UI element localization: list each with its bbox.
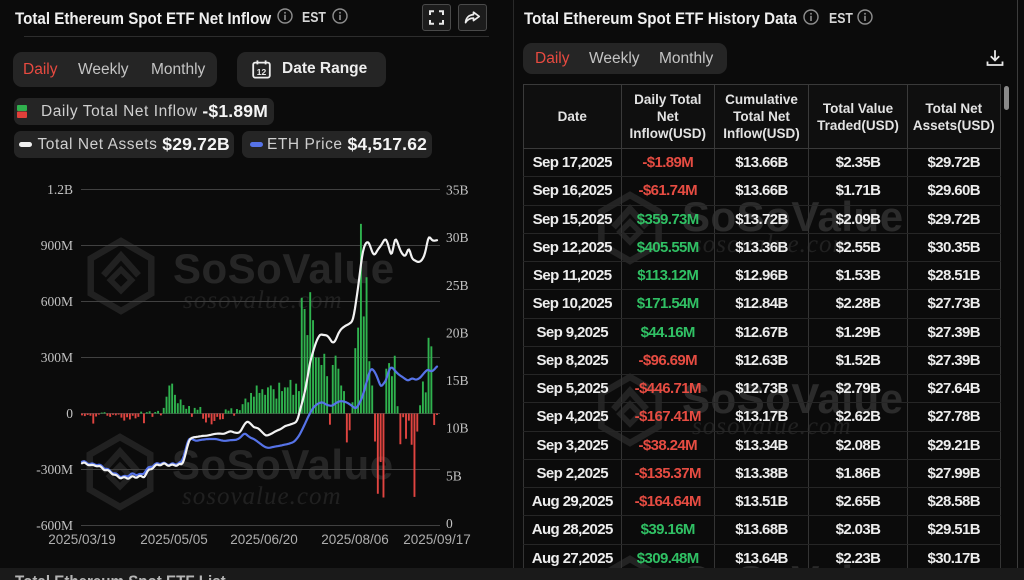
svg-text:sosovalue.com: sosovalue.com (182, 483, 342, 510)
svg-text:2025/06/20: 2025/06/20 (230, 532, 298, 547)
svg-text:35B: 35B (446, 183, 469, 198)
svg-text:-600M: -600M (36, 518, 73, 533)
svg-text:25B: 25B (446, 278, 469, 293)
svg-text:20B: 20B (446, 325, 469, 340)
svg-text:-300M: -300M (36, 462, 73, 477)
svg-text:5B: 5B (446, 468, 462, 483)
svg-text:SoSoValue: SoSoValue (173, 245, 395, 292)
svg-text:2025/09/17: 2025/09/17 (403, 532, 471, 547)
svg-text:2025/03/19: 2025/03/19 (48, 532, 116, 547)
svg-text:1.2B: 1.2B (47, 182, 73, 197)
svg-text:600M: 600M (41, 294, 73, 309)
svg-text:SoSoValue: SoSoValue (172, 441, 394, 488)
svg-text:0: 0 (446, 516, 453, 531)
svg-text:15B: 15B (446, 373, 469, 388)
svg-text:0: 0 (66, 406, 73, 421)
svg-text:30B: 30B (446, 230, 469, 245)
svg-text:2025/08/06: 2025/08/06 (321, 532, 389, 547)
svg-text:10B: 10B (446, 421, 469, 436)
svg-text:12: 12 (257, 67, 267, 77)
svg-text:sosovalue.com: sosovalue.com (183, 287, 343, 314)
svg-text:2025/05/05: 2025/05/05 (140, 532, 208, 547)
svg-text:900M: 900M (41, 238, 73, 253)
svg-text:300M: 300M (41, 350, 73, 365)
